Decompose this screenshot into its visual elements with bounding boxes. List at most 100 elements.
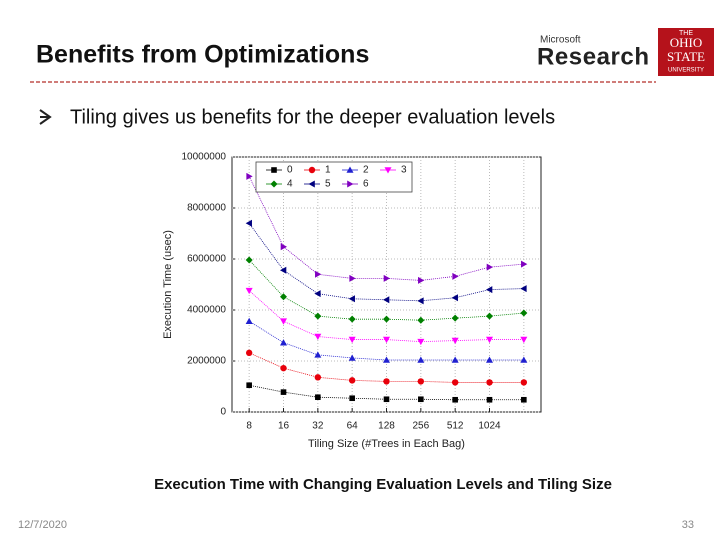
logo-osu-text: STATE	[667, 49, 705, 64]
marker	[486, 336, 493, 344]
marker	[280, 293, 287, 301]
legend-box	[255, 161, 413, 193]
marker	[314, 290, 321, 298]
marker	[383, 336, 390, 344]
marker	[245, 287, 253, 295]
x-tick-label: 32	[312, 421, 324, 432]
marker	[314, 333, 322, 341]
x-axis-label: Tiling Size (#Trees in Each Bag)	[308, 438, 465, 450]
marker	[280, 339, 287, 346]
marker	[271, 167, 277, 173]
legend-label: 2	[363, 165, 369, 176]
y-tick-label: 6000000	[187, 254, 226, 265]
logo-osu-block	[658, 28, 714, 76]
x-tick-label: 512	[447, 421, 464, 432]
marker	[308, 180, 315, 188]
marker	[520, 379, 528, 386]
y-tick-label: 10000000	[182, 152, 227, 163]
marker	[417, 378, 425, 385]
marker	[451, 379, 459, 386]
marker	[314, 374, 322, 381]
y-axis-label: Execution Time (usec)	[162, 230, 174, 339]
date: 12/7/2020	[18, 519, 67, 531]
marker	[486, 286, 493, 294]
marker	[451, 356, 459, 363]
legend-label: 0	[287, 165, 293, 176]
marker	[245, 317, 253, 325]
marker	[521, 260, 528, 268]
marker	[314, 312, 322, 320]
marker	[280, 318, 287, 325]
marker	[451, 294, 458, 302]
series-line	[248, 176, 524, 281]
marker	[383, 396, 390, 403]
logo-osu-text: UNIVERSITY	[668, 68, 704, 74]
marker	[383, 315, 390, 323]
marker	[347, 180, 354, 188]
marker	[451, 337, 459, 345]
marker	[383, 356, 390, 363]
marker	[270, 180, 278, 188]
logo-osu-text: OHIO	[670, 35, 703, 50]
marker	[280, 243, 287, 251]
marker	[245, 349, 253, 357]
marker	[452, 396, 458, 403]
marker	[349, 395, 355, 402]
marker	[417, 316, 425, 324]
logo-ms-small: Microsoft	[540, 35, 581, 46]
marker	[349, 274, 356, 282]
marker	[521, 396, 527, 403]
marker	[384, 167, 392, 174]
marker	[348, 377, 356, 384]
marker	[417, 297, 424, 305]
marker	[383, 378, 390, 385]
marker	[486, 379, 493, 386]
marker	[452, 272, 459, 280]
y-tick-label: 8000000	[187, 203, 226, 214]
x-tick-label: 128	[378, 421, 395, 432]
marker	[280, 266, 287, 274]
marker	[451, 314, 459, 322]
marker	[245, 219, 252, 227]
marker	[486, 263, 493, 271]
marker	[348, 295, 355, 303]
x-tick-label: 16	[278, 421, 290, 432]
marker	[486, 312, 493, 320]
marker	[418, 396, 424, 403]
marker	[417, 338, 425, 346]
marker	[520, 309, 528, 317]
logo-ms-big: Research	[537, 43, 649, 70]
marker	[383, 274, 390, 282]
marker	[486, 356, 493, 363]
marker	[315, 394, 321, 401]
bullet-arrow	[39, 109, 52, 125]
marker	[383, 296, 390, 304]
marker	[418, 276, 425, 284]
marker	[346, 166, 354, 173]
series-line	[248, 320, 524, 361]
x-tick-label: 1024	[478, 421, 501, 432]
marker	[314, 351, 322, 358]
marker	[245, 256, 253, 264]
marker	[246, 382, 252, 389]
y-tick-label: 4000000	[187, 305, 226, 316]
marker	[348, 315, 356, 323]
marker	[486, 396, 493, 403]
marker	[417, 356, 425, 363]
legend-label: 4	[287, 179, 293, 190]
legend-label: 5	[325, 179, 331, 190]
x-tick-label: 64	[347, 421, 359, 432]
logo-osu-text: THE	[679, 30, 693, 37]
y-tick-label: 0	[220, 407, 226, 418]
page-number: 33	[682, 519, 694, 531]
marker	[520, 336, 528, 344]
marker	[315, 270, 322, 278]
legend-label: 3	[401, 165, 407, 176]
y-tick-label: 2000000	[187, 356, 226, 367]
marker	[280, 389, 287, 395]
marker	[246, 172, 253, 180]
legend-label: 6	[363, 179, 369, 190]
x-tick-label: 256	[412, 421, 429, 432]
